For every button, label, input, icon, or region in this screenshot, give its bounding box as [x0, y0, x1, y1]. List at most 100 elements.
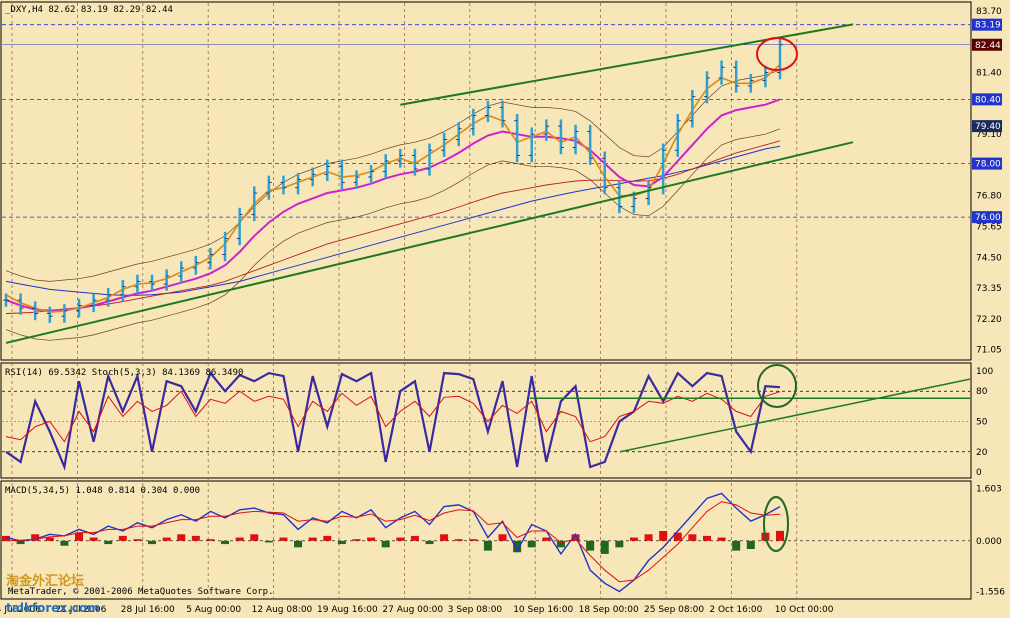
y-tick-label: 74.50 — [976, 253, 1002, 263]
price-tag-label: 78.00 — [975, 160, 1001, 170]
macd-histogram-bar — [133, 539, 142, 541]
macd-histogram-bar — [294, 540, 303, 548]
band-lower — [5, 128, 781, 341]
macd-histogram-bar — [425, 540, 434, 545]
y-tick-label: 79.10 — [976, 130, 1002, 140]
macd-histogram-bar — [483, 540, 492, 551]
highlight-circle-macd — [763, 496, 789, 552]
watermark-site: talkforex.com — [6, 601, 100, 615]
macd-histogram-bar — [250, 534, 259, 541]
macd-histogram-bar — [104, 540, 113, 545]
macd-histogram-bar — [644, 534, 653, 541]
macd-histogram-bar — [221, 540, 230, 545]
rsi-line — [5, 390, 781, 443]
osc-y-tick: 50 — [976, 418, 988, 428]
macd-histogram-bar — [16, 540, 25, 545]
band-upper — [5, 69, 781, 282]
macd-histogram-bar — [206, 539, 215, 541]
x-tick-label: 12 Aug 08:00 — [252, 605, 313, 615]
x-tick-label: 14 Jul 2006 — [0, 605, 41, 615]
macd-histogram-bar — [279, 537, 288, 541]
trendline — [5, 141, 854, 344]
macd-histogram-bar — [717, 537, 726, 541]
trend-ma-line — [5, 145, 781, 296]
oscillator-panel-frame — [0, 362, 972, 479]
highlight-circle-main — [756, 37, 798, 71]
macd-histogram-bar — [776, 530, 784, 541]
y-tick-label: 72.20 — [976, 315, 1002, 325]
fast-ma-line — [5, 64, 781, 314]
y-tick-label: 83.70 — [976, 7, 1002, 17]
macd-histogram-bar — [615, 540, 624, 548]
macd-histogram-bar — [410, 535, 419, 541]
x-tick-label: 18 Sep 00:00 — [579, 605, 639, 615]
macd-histogram-bar — [89, 537, 98, 541]
y-tick-label: 73.35 — [976, 284, 1002, 294]
macd-histogram-bar — [352, 539, 361, 541]
price-tag-label: 83.19 — [975, 21, 1001, 31]
osc-y-tick: 0 — [976, 468, 982, 478]
osc-trendline — [619, 378, 971, 453]
x-tick-label: 27 Aug 00:00 — [382, 605, 443, 615]
oscillator-layer — [5, 364, 971, 471]
macd-histogram-bar — [571, 534, 580, 541]
axis-labels: 14 Jul 2006 21 Jul 2006 28 Jul 16:00 5 Aug … — [0, 7, 1005, 615]
price-tag — [972, 18, 1002, 31]
macd-histogram-bar — [177, 534, 186, 541]
x-tick-label: 5 Aug 00:00 — [186, 605, 241, 615]
price-tag — [972, 38, 1002, 51]
macd-line — [5, 492, 781, 593]
macd-histogram-bar — [60, 540, 69, 546]
price-tag — [972, 157, 1002, 170]
macd-histogram-bar — [527, 540, 536, 548]
price-tag-label: 80.40 — [975, 95, 1001, 105]
y-tick-label: 71.05 — [976, 346, 1002, 356]
macd-histogram-bar — [162, 537, 171, 541]
macd-histogram-bar — [118, 535, 127, 541]
macd-histogram-bar — [702, 535, 711, 541]
macd-histogram-bar — [381, 540, 390, 548]
macd-histogram-bar — [308, 537, 317, 541]
oscillator-panel-header: RSI(14) 69.5342 Stoch(5,3,3) 84.1369 86.… — [5, 368, 243, 378]
stoch-line — [5, 370, 781, 471]
macd-histogram-bar — [191, 535, 200, 541]
price-tag-label: 76.00 — [975, 213, 1001, 223]
x-tick-label: 19 Aug 16:00 — [317, 605, 378, 615]
price-tag — [972, 120, 1002, 133]
macd-panel-header: MACD(5,34,5) 1.048 0.814 0.304 0.000 — [5, 486, 200, 496]
macd-histogram-bar — [45, 537, 54, 541]
main-panel-header: _DXY,H4 82.62 83.19 82.29 82.44 — [5, 5, 173, 15]
macd-histogram-bar — [732, 540, 741, 551]
x-tick-label: 10 Oct 00:00 — [775, 605, 834, 615]
x-tick-label: 2 Oct 16:00 — [709, 605, 762, 615]
macd-histogram-bar — [542, 537, 551, 541]
macd-y-tick: 0.000 — [976, 537, 1002, 547]
y-tick-label: 75.65 — [976, 223, 1002, 233]
macd-histogram-bar — [323, 535, 332, 541]
macd-histogram-bar — [148, 540, 157, 545]
macd-histogram-bar — [469, 539, 478, 541]
macd-y-tick: 1.603 — [976, 484, 1002, 494]
copyright-text: MetaTrader, © 2001-2006 MetaQuotes Softw… — [8, 587, 274, 597]
macd-histogram-bar — [31, 534, 40, 541]
macd-panel-frame — [0, 480, 972, 600]
macd-signal-line — [5, 501, 781, 583]
osc-y-tick: 80 — [976, 387, 988, 397]
watermark-chinese: 淘金外汇论坛 — [6, 573, 84, 589]
y-tick-label: 76.80 — [976, 192, 1002, 202]
main-price-layer — [3, 23, 854, 344]
macd-histogram-bar — [264, 540, 273, 543]
x-tick-label: 25 Sep 08:00 — [644, 605, 704, 615]
macd-histogram-bar — [396, 537, 405, 541]
x-tick-label: 21 Jul 2006 — [55, 605, 106, 615]
macd-layer — [2, 492, 789, 593]
macd-y-tick: -1.556 — [976, 588, 1005, 598]
macd-histogram-bar — [586, 540, 595, 551]
macd-histogram-bar — [2, 535, 10, 541]
osc-y-tick: 20 — [976, 448, 988, 458]
macd-histogram-bar — [556, 540, 565, 548]
price-tag-label: 82.44 — [975, 41, 1001, 51]
x-tick-label: 10 Sep 16:00 — [513, 605, 573, 615]
macd-histogram-bar — [600, 540, 609, 554]
